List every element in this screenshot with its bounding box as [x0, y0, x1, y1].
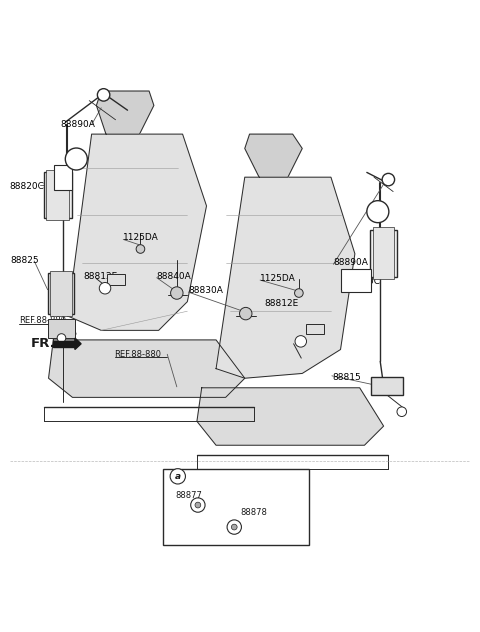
Circle shape: [65, 148, 87, 170]
Circle shape: [397, 407, 407, 416]
Bar: [370, 230, 396, 277]
Polygon shape: [75, 338, 81, 349]
Text: REF.88-880: REF.88-880: [19, 316, 66, 325]
Text: 88825: 88825: [10, 257, 39, 265]
Polygon shape: [96, 91, 154, 134]
Text: 1125DA: 1125DA: [260, 274, 296, 283]
Polygon shape: [245, 134, 302, 177]
Bar: [44, 173, 72, 218]
Bar: [372, 228, 394, 279]
Polygon shape: [48, 340, 245, 398]
Bar: [54, 165, 72, 190]
Bar: [163, 469, 310, 545]
Text: 88820C: 88820C: [9, 182, 44, 191]
Text: 88890A: 88890A: [333, 258, 368, 267]
Bar: [107, 274, 125, 285]
Polygon shape: [197, 388, 384, 445]
Circle shape: [170, 469, 185, 484]
Text: a: a: [374, 207, 381, 217]
Text: FR.: FR.: [30, 337, 55, 350]
Polygon shape: [68, 134, 206, 331]
Text: 88840A: 88840A: [157, 272, 192, 281]
Circle shape: [227, 520, 241, 534]
Circle shape: [295, 336, 307, 347]
Text: 88812E: 88812E: [83, 272, 117, 281]
Text: 88878: 88878: [240, 507, 267, 517]
Text: 88815: 88815: [332, 373, 360, 382]
Bar: [48, 273, 74, 313]
Text: 1125DA: 1125DA: [123, 233, 159, 243]
Circle shape: [367, 200, 389, 222]
Text: 88830A: 88830A: [188, 286, 223, 295]
Circle shape: [57, 334, 66, 343]
Circle shape: [295, 289, 303, 297]
Bar: [49, 270, 72, 316]
Circle shape: [231, 524, 237, 530]
Bar: [46, 170, 69, 221]
Circle shape: [195, 502, 201, 508]
Bar: [371, 377, 403, 395]
Bar: [341, 269, 371, 292]
Text: 88810C: 88810C: [345, 277, 380, 286]
Text: 88877: 88877: [175, 491, 202, 500]
Polygon shape: [53, 341, 76, 346]
Text: 88890A: 88890A: [60, 120, 96, 129]
Text: a: a: [73, 154, 80, 164]
Circle shape: [191, 498, 205, 512]
Circle shape: [240, 307, 252, 320]
Text: a: a: [175, 472, 181, 481]
Circle shape: [136, 245, 145, 253]
Bar: [306, 324, 324, 334]
Circle shape: [99, 283, 111, 294]
Text: 88812E: 88812E: [264, 298, 298, 308]
Circle shape: [170, 287, 183, 299]
Text: REF.88-880: REF.88-880: [115, 349, 162, 359]
Polygon shape: [216, 177, 355, 378]
Bar: [48, 319, 75, 337]
Circle shape: [382, 173, 395, 186]
Circle shape: [97, 88, 110, 101]
